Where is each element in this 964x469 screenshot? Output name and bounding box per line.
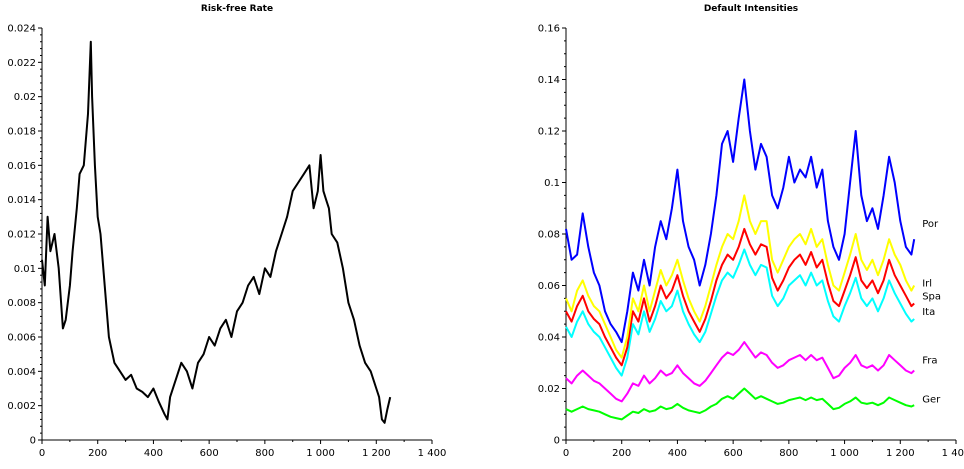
series-line-por: [565, 78, 916, 344]
default-intensities-panel: Default Intensities 0 0.02 0.04 0.06 0.08 0.1…: [538, 4, 964, 459]
x-tick-label: 1 400: [942, 448, 964, 459]
y-tick-label: 0: [554, 436, 560, 447]
risk-free-rate-panel: Risk-free Rate 0 0.002 0.004 0.006 0.008 0.01…: [7, 4, 446, 459]
series-label-ger: Ger: [922, 394, 941, 405]
x-tick-label: 800: [255, 448, 274, 459]
series-label-irl: Irl: [922, 278, 932, 289]
x-tick-label: 200: [612, 448, 631, 459]
y-tick-label: 0.014: [7, 195, 36, 206]
y-tick-label: 0.022: [7, 58, 36, 69]
y-tick-label: 0.024: [7, 24, 36, 35]
series-label-fra: Fra: [922, 356, 937, 367]
x-tick-label: 400: [668, 448, 687, 459]
y-tick-label: 0.16: [538, 24, 560, 35]
y-tick-label: 0.01: [14, 264, 36, 275]
x-tick-label: 600: [200, 448, 219, 459]
y-tick-label: 0.02: [14, 92, 36, 103]
x-tick-label: 1 000: [830, 448, 859, 459]
chart-title: Default Intensities: [704, 4, 798, 14]
y-tick-label: 0.008: [7, 298, 36, 309]
series-line: [41, 40, 392, 424]
x-tick-label: 1 400: [418, 448, 447, 459]
y-tick-label: 0.012: [7, 230, 36, 241]
x-tick-label: 0: [39, 448, 45, 459]
series-line-irl: [565, 194, 916, 359]
x-tick-label: 0: [563, 448, 569, 459]
series-line-ita: [565, 248, 915, 377]
y-tick-label: 0.004: [7, 367, 36, 378]
x-tick-label: 800: [779, 448, 798, 459]
series-label-por: Por: [922, 219, 939, 230]
y-tick-label: 0.002: [7, 401, 36, 412]
x-tick-label: 1 200: [362, 448, 391, 459]
x-tick-label: 1 200: [886, 448, 915, 459]
x-tick-label: 200: [88, 448, 107, 459]
y-tick-label: 0: [30, 436, 36, 447]
y-tick-label: 0.04: [538, 333, 560, 344]
y-tick-label: 0.1: [544, 178, 560, 189]
y-tick-label: 0.14: [538, 75, 560, 86]
series-line-ger: [565, 387, 915, 421]
series-label-ita: Ita: [922, 307, 935, 318]
y-tick-label: 0.016: [7, 161, 36, 172]
x-tick-label: 1 000: [306, 448, 335, 459]
y-tick-label: 0.02: [538, 384, 560, 395]
y-tick-label: 0.018: [7, 127, 36, 138]
x-tick-label: 600: [724, 448, 743, 459]
chart-title: Risk-free Rate: [201, 4, 273, 14]
series-line-spa: [565, 227, 915, 367]
x-tick-label: 400: [144, 448, 163, 459]
series-line-fra: [565, 341, 915, 403]
y-tick-label: 0.06: [538, 281, 560, 292]
y-tick-label: 0.006: [7, 333, 36, 344]
series-label-spa: Spa: [922, 291, 941, 302]
y-tick-label: 0.12: [538, 127, 560, 138]
y-tick-label: 0.08: [538, 230, 560, 241]
